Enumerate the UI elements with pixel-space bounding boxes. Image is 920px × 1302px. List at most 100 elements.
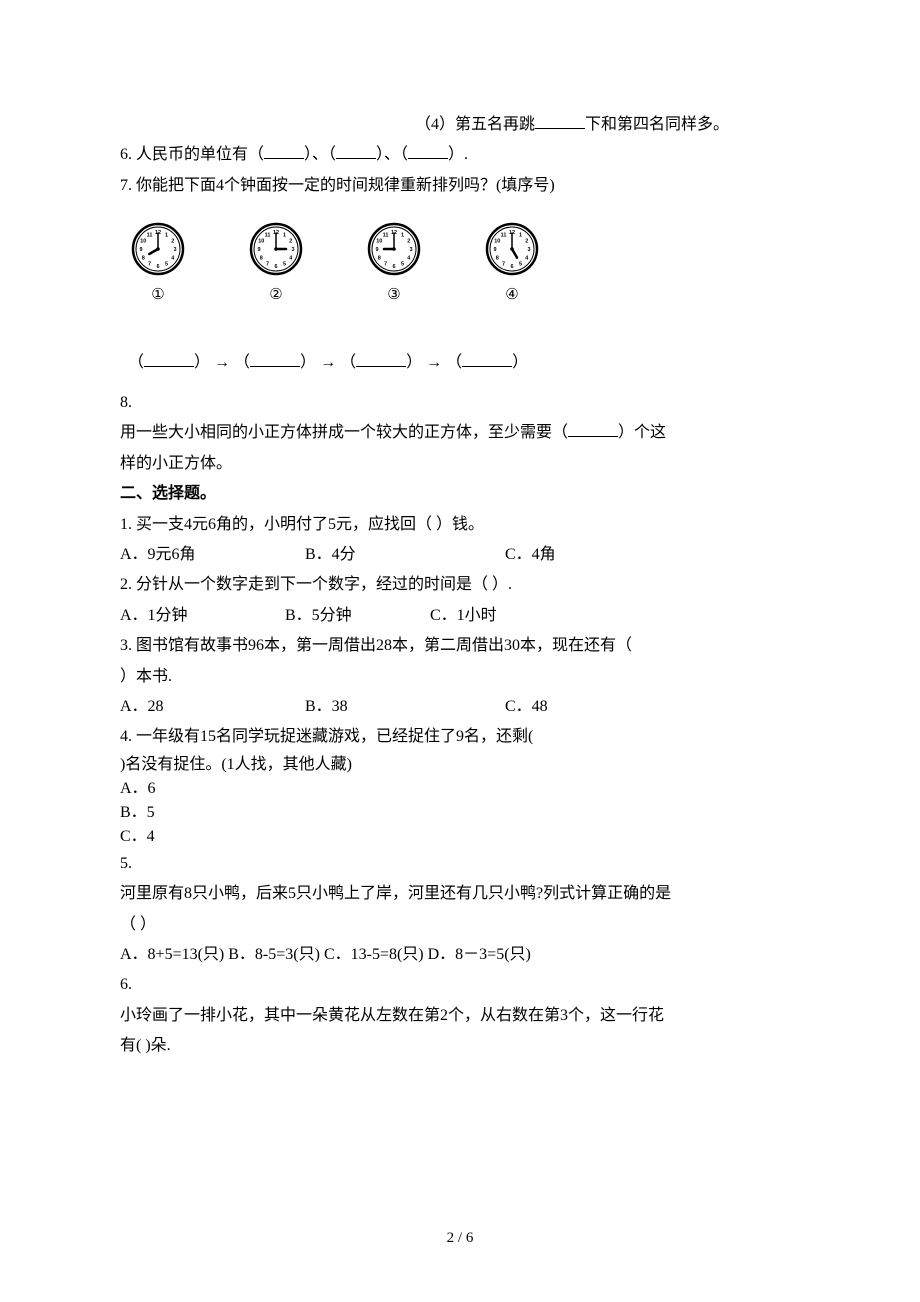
- mc5-stem1: 河里原有8只小鸭，后来5只小鸭上了岸，河里还有几只小鸭?列式计算正确的是: [120, 879, 800, 909]
- clock-label-4: ④: [505, 281, 518, 310]
- q6-blank-2[interactable]: [336, 142, 376, 160]
- svg-text:10: 10: [258, 239, 264, 245]
- clock-col-3: 123456789101112 ③: [366, 221, 422, 310]
- mc6-num: 6.: [120, 970, 800, 1000]
- svg-text:2: 2: [525, 239, 528, 245]
- svg-text:2: 2: [171, 239, 174, 245]
- svg-text:6: 6: [156, 264, 159, 270]
- svg-text:7: 7: [148, 262, 151, 268]
- mc4-choice-b[interactable]: B．5: [120, 801, 800, 825]
- mc2-choices: A．1分钟 B．5分钟 C．1小时: [120, 601, 800, 631]
- seq-arrow-1: →: [210, 354, 234, 371]
- seq-blank-2[interactable]: [250, 349, 300, 367]
- clock-label-2: ②: [269, 281, 282, 310]
- q6-text-d: ）.: [448, 146, 468, 163]
- q6-blank-3[interactable]: [408, 142, 448, 160]
- svg-text:11: 11: [501, 232, 507, 238]
- mc6-stem2: 有( )朵.: [120, 1031, 800, 1061]
- q-pre-sub4: （4）第五名再跳 下和第四名同样多。: [120, 110, 800, 140]
- mc1-choices: A．9元6角 B．4分 C．4角: [120, 540, 800, 570]
- mc3-choice-c[interactable]: C．48: [505, 692, 548, 722]
- mc4-choices: A．6 B．5 C．4: [120, 777, 800, 849]
- svg-text:9: 9: [139, 247, 142, 253]
- mc3-stem1: 3. 图书馆有故事书96本，第一周借出28本，第二周借出30本，现在还有（: [120, 631, 800, 661]
- mc2-choice-a[interactable]: A．1分钟: [120, 601, 285, 631]
- mc2-choice-c[interactable]: C．1小时: [430, 601, 497, 631]
- seq-close-2: ）: [300, 354, 316, 371]
- mc1-stem: 1. 买一支4元6角的，小明付了5元，应找回（ ）钱。: [120, 510, 800, 540]
- svg-text:9: 9: [493, 247, 496, 253]
- svg-text:1: 1: [165, 232, 168, 238]
- svg-text:8: 8: [496, 256, 499, 262]
- mc3-stem2: ）本书.: [120, 662, 800, 692]
- mc1-choice-a[interactable]: A．9元6角: [120, 540, 305, 570]
- q8-line1-text: 用一些大小相同的小正方体拼成一个较大的正方体，至少需要（: [120, 424, 568, 441]
- svg-text:7: 7: [502, 262, 505, 268]
- q6-text-c: ）、（: [376, 146, 408, 163]
- svg-text:1: 1: [401, 232, 404, 238]
- mc1-choice-c[interactable]: C．4角: [505, 540, 556, 570]
- mc4-choice-c[interactable]: C．4: [120, 825, 800, 849]
- svg-text:9: 9: [375, 247, 378, 253]
- page-footer: 2 / 6: [0, 1224, 920, 1253]
- seq-close-4: ）: [512, 354, 528, 371]
- svg-text:3: 3: [409, 247, 412, 253]
- q6-blank-1[interactable]: [264, 142, 304, 160]
- svg-text:10: 10: [376, 239, 382, 245]
- mc2-stem: 2. 分针从一个数字走到下一个数字，经过的时间是（ ）.: [120, 570, 800, 600]
- mc4-choice-a[interactable]: A．6: [120, 777, 800, 801]
- svg-text:3: 3: [291, 247, 294, 253]
- seq-open-4: （: [446, 354, 462, 371]
- svg-text:6: 6: [510, 264, 513, 270]
- svg-text:5: 5: [401, 262, 404, 268]
- q6-text-b: ）、（: [304, 146, 336, 163]
- mc4-stem2: )名没有捉住。(1人找，其他人藏): [120, 753, 800, 777]
- svg-text:9: 9: [257, 247, 260, 253]
- svg-text:8: 8: [142, 256, 145, 262]
- seq-close-1: ）: [194, 354, 210, 371]
- mc5-num: 5.: [120, 849, 800, 879]
- clock-label-3: ③: [387, 281, 400, 310]
- seq-close-3: ）: [406, 354, 422, 371]
- clock-label-1: ①: [151, 281, 164, 310]
- mc3-choice-a[interactable]: A．28: [120, 692, 305, 722]
- seq-blank-4[interactable]: [462, 349, 512, 367]
- svg-text:6: 6: [392, 264, 395, 270]
- q-pre-sub4-text-b: 下和第四名同样多。: [585, 116, 729, 133]
- svg-text:11: 11: [265, 232, 271, 238]
- mc5-stem2: （ ）: [120, 910, 800, 940]
- clock-col-4: 123456789101112 ④: [484, 221, 540, 310]
- q8-num: 8.: [120, 388, 800, 418]
- clock-icon-1: 123456789101112: [130, 221, 186, 277]
- page-container: （4）第五名再跳下和第四名同样多。 6. 人民币的单位有（）、（）、（）. 7.…: [0, 0, 920, 1302]
- q8-blank[interactable]: [568, 420, 618, 438]
- seq-open-1: （: [128, 354, 144, 371]
- mc6-stem1: 小玲画了一排小花，其中一朵黄花从左数在第2个，从右数在第3个，这一行花: [120, 1001, 800, 1031]
- q-pre-sub4-text-a: （4）第五名再跳: [415, 116, 535, 133]
- clock-col-2: 123456789101112 ②: [248, 221, 304, 310]
- seq-blank-1[interactable]: [144, 349, 194, 367]
- svg-text:5: 5: [283, 262, 286, 268]
- q6-line: 6. 人民币的单位有（）、（）、（）.: [120, 140, 800, 170]
- mc3-choice-b[interactable]: B．38: [305, 692, 505, 722]
- mc4-stem1: 4. 一年级有15名同学玩捉迷藏游戏，已经捉住了9名，还剩(: [120, 722, 800, 752]
- seq-open-2: （: [234, 354, 250, 371]
- clock-row: 123456789101112 ① 123456789101112 ② 1234…: [130, 221, 800, 310]
- seq-blank-3[interactable]: [356, 349, 406, 367]
- mc2-choice-b[interactable]: B．5分钟: [285, 601, 430, 631]
- q-pre-sub4-blank[interactable]: [535, 111, 585, 129]
- svg-text:11: 11: [147, 232, 153, 238]
- mc1-choice-b[interactable]: B．4分: [305, 540, 505, 570]
- svg-text:3: 3: [173, 247, 176, 253]
- clock-icon-3: 123456789101112: [366, 221, 422, 277]
- seq-arrow-3: →: [422, 354, 446, 371]
- mc5-opts[interactable]: A．8+5=13(只) B．8-5=3(只) C．13-5=8(只) D．8－3…: [120, 940, 800, 970]
- svg-text:5: 5: [519, 262, 522, 268]
- seq-open-3: （: [340, 354, 356, 371]
- svg-text:2: 2: [289, 239, 292, 245]
- clock-col-1: 123456789101112 ①: [130, 221, 186, 310]
- q8-line2: 样的小正方体。: [120, 449, 800, 479]
- svg-text:7: 7: [266, 262, 269, 268]
- clock-icon-2: 123456789101112: [248, 221, 304, 277]
- q8-line1: 用一些大小相同的小正方体拼成一个较大的正方体，至少需要（）个这: [120, 418, 800, 448]
